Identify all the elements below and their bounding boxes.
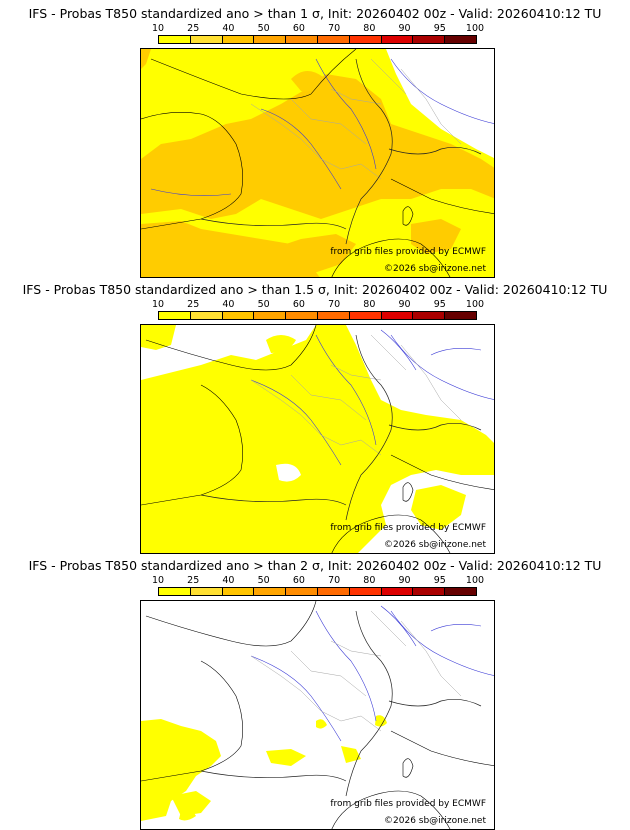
colorbar-cell (286, 36, 318, 43)
copyright-credit: ©2026 sb@irizone.net (384, 540, 486, 550)
colorbar-label: 100 (465, 23, 485, 34)
colorbar-label: 100 (465, 299, 485, 310)
colorbar-label: 95 (433, 299, 446, 310)
colorbar-cell (349, 36, 382, 43)
colorbar-cell (445, 312, 476, 319)
colorbar-label: 95 (433, 575, 446, 586)
colorbar-cell (317, 312, 350, 319)
colorbar-cell (317, 588, 350, 595)
colorbar-cell (159, 36, 191, 43)
colorbar-cell (413, 588, 446, 595)
source-credit: from grib files provided by ECMWF (330, 247, 486, 257)
colorbar-labels: 10 25 40 50 60 70 80 90 95 100 (152, 23, 484, 35)
colorbar-label: 40 (222, 575, 235, 586)
map-graphic (141, 325, 494, 553)
colorbar-label: 70 (328, 23, 341, 34)
panel-title: IFS - Probas T850 standardized ano > tha… (28, 558, 602, 573)
colorbar-label: 50 (257, 299, 270, 310)
colorbar-cell (413, 312, 446, 319)
map-graphic (141, 601, 494, 829)
colorbar-cell (190, 588, 223, 595)
probability-map: from grib files provided by ECMWF ©2026 … (140, 48, 495, 278)
colorbar-label: 60 (292, 299, 305, 310)
colorbar-cell (286, 588, 318, 595)
colorbar-label: 95 (433, 23, 446, 34)
source-credit: from grib files provided by ECMWF (330, 523, 486, 533)
colorbar-label: 80 (363, 23, 376, 34)
colorbar-cell (445, 36, 476, 43)
colorbar-cell (254, 36, 287, 43)
colorbar-label: 90 (398, 299, 411, 310)
colorbar-label: 90 (398, 575, 411, 586)
colorbar-cell (413, 36, 446, 43)
colorbar-label: 90 (398, 23, 411, 34)
colorbar-label: 80 (363, 575, 376, 586)
colorbar-label: 10 (151, 23, 165, 34)
colorbar-cell (381, 36, 414, 43)
copyright-credit: ©2026 sb@irizone.net (384, 816, 486, 826)
colorbar-label: 70 (328, 299, 341, 310)
colorbar (158, 311, 477, 320)
map-panel-2: IFS - Probas T850 standardized ano > tha… (0, 276, 630, 554)
source-credit: from grib files provided by ECMWF (330, 799, 486, 809)
colorbar-cell (222, 588, 255, 595)
colorbar-cell (190, 36, 223, 43)
colorbar-label: 60 (292, 575, 305, 586)
map-graphic (141, 49, 494, 277)
colorbar-labels: 10 25 40 50 60 70 80 90 95 100 (152, 299, 484, 311)
colorbar-label: 50 (257, 575, 270, 586)
colorbar-label: 25 (187, 299, 200, 310)
colorbar-label: 10 (151, 575, 165, 586)
colorbar-label: 60 (292, 23, 305, 34)
colorbar-labels: 10 25 40 50 60 70 80 90 95 100 (152, 575, 484, 587)
colorbar (158, 35, 477, 44)
colorbar-label: 80 (363, 299, 376, 310)
colorbar-cell (381, 312, 414, 319)
colorbar-cell (254, 588, 287, 595)
colorbar-cell (222, 312, 255, 319)
colorbar (158, 587, 477, 596)
colorbar-cell (317, 36, 350, 43)
colorbar-cell (349, 312, 382, 319)
copyright-credit: ©2026 sb@irizone.net (384, 264, 486, 274)
colorbar-label: 25 (187, 575, 200, 586)
probability-map: from grib files provided by ECMWF ©2026 … (140, 324, 495, 554)
colorbar-cell (159, 312, 191, 319)
colorbar-label: 10 (151, 299, 165, 310)
colorbar-cell (222, 36, 255, 43)
probability-map: from grib files provided by ECMWF ©2026 … (140, 600, 495, 830)
colorbar-cell (445, 588, 476, 595)
colorbar-cell (286, 312, 318, 319)
colorbar-label: 40 (222, 23, 235, 34)
panel-title: IFS - Probas T850 standardized ano > tha… (28, 6, 602, 21)
map-panel-3: IFS - Probas T850 standardized ano > tha… (0, 552, 630, 830)
colorbar-cell (254, 312, 287, 319)
colorbar-cell (349, 588, 382, 595)
colorbar-label: 40 (222, 299, 235, 310)
colorbar-label: 25 (187, 23, 200, 34)
colorbar-label: 50 (257, 23, 270, 34)
colorbar-cell (190, 312, 223, 319)
panel-title: IFS - Probas T850 standardized ano > tha… (22, 282, 608, 297)
colorbar-cell (381, 588, 414, 595)
colorbar-cell (159, 588, 191, 595)
colorbar-label: 100 (465, 575, 485, 586)
map-panel-1: IFS - Probas T850 standardized ano > tha… (0, 0, 630, 278)
colorbar-label: 70 (328, 575, 341, 586)
